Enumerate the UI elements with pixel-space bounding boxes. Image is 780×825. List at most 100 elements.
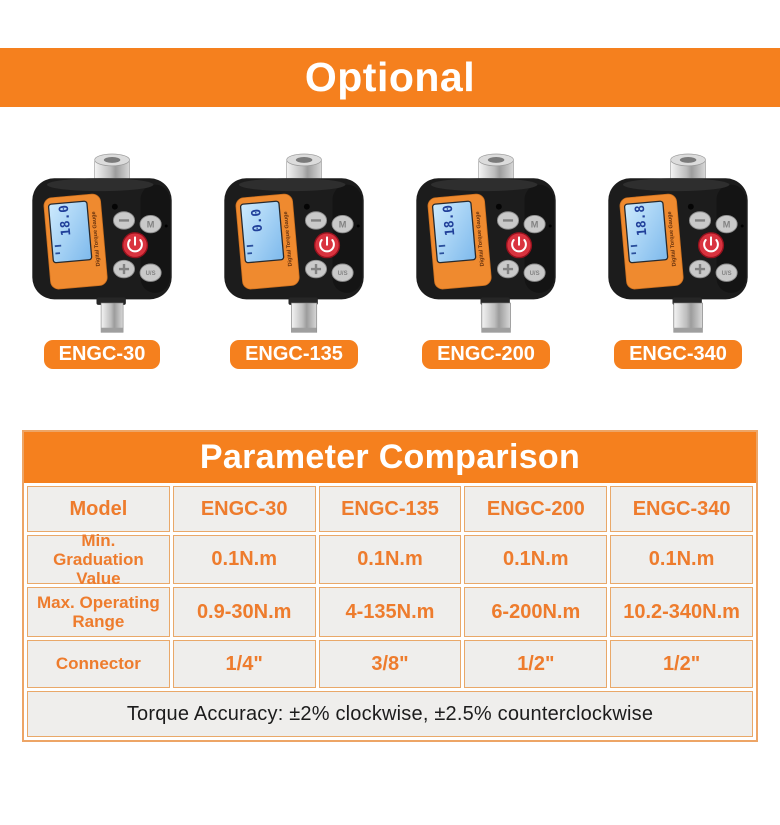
front-panel: 18.8 Digital Torque Gauge [619,193,684,290]
power-button [697,232,725,259]
plus-button [305,259,328,279]
row-label-connector: Connector [27,640,170,688]
product-badge: ENGC-200 [422,340,550,369]
unit-button-label: U/S [146,271,156,277]
plus-icon [694,264,706,275]
torque-adapter-image: 18.0 Digital Torque Gauge M [32,153,172,333]
plus-button [113,259,136,279]
torque-accuracy-note: Torque Accuracy: ±2% clockwise, ±2.5% co… [27,691,753,737]
product-image-slot: 18.8 Digital Torque Gauge M [594,148,762,336]
torque-adapter-image: 0.0 Digital Torque Gauge M [224,153,364,333]
table-grid: Model ENGC-30 ENGC-135 ENGC-200 ENGC-340… [24,483,756,740]
plus-button [689,259,712,279]
unit-button: U/S [715,263,738,282]
panel-label: Digital Torque Gauge [91,211,102,267]
product-image-slot: 18.0 Digital Torque Gauge M [18,148,186,336]
product-row: 18.0 Digital Torque Gauge M [0,148,780,369]
product-image-slot: 0.0 Digital Torque Gauge M [210,148,378,336]
sensor-dot [111,203,118,210]
memory-button-label: M [339,219,347,229]
square-drive [288,297,318,333]
table-cell: 10.2-340N.m [610,587,753,637]
top-socket [670,153,706,182]
unit-button: U/S [331,263,354,282]
table-title: Parameter Comparison [24,432,756,483]
table-cell: 1/2" [464,640,608,688]
minus-button [305,211,328,230]
product-engc-30: 18.0 Digital Torque Gauge M [10,148,194,369]
torque-adapter-image: 18.0 Digital Torque Gauge M [416,153,556,333]
power-icon [703,236,719,253]
minus-button [689,211,712,230]
memory-button-label: M [147,219,155,229]
plus-icon [310,264,322,275]
lcd-tick [54,244,62,248]
lcd-tick [630,244,638,248]
unit-button-label: U/S [722,271,732,277]
lcd-tick [631,252,637,255]
column-header-engc-340: ENGC-340 [610,486,753,532]
lcd-value: 0.0 [249,208,266,232]
plus-icon [118,264,130,275]
plus-icon [502,264,514,275]
product-engc-200: 18.0 Digital Torque Gauge M [394,148,578,369]
unit-button: U/S [523,263,546,282]
column-header-model: Model [27,486,170,532]
plus-button [497,259,520,279]
power-button [505,232,533,259]
top-socket [94,153,130,182]
product-badge: ENGC-135 [230,340,358,369]
power-icon [319,236,335,253]
product-engc-135: 0.0 Digital Torque Gauge M [202,148,386,369]
memory-button: M [715,214,738,234]
lcd-value: 18.8 [633,204,651,236]
lcd-screen [239,200,285,264]
torque-adapter-image: 18.8 Digital Torque Gauge M [608,153,748,333]
power-icon [127,236,143,253]
table-cell: 0.9-30N.m [172,587,316,637]
power-button [121,232,149,259]
product-badge: ENGC-340 [614,340,742,369]
column-header-engc-135: ENGC-135 [318,486,462,532]
lcd-tick [246,244,254,248]
table-cell: 1/2" [610,640,753,688]
sensor-dot [495,203,502,210]
table-cell: 3/8" [318,640,462,688]
column-header-engc-30: ENGC-30 [172,486,316,532]
lcd-value: 18.0 [57,204,75,236]
optional-banner: Optional [0,48,780,107]
front-panel: 0.0 Digital Torque Gauge [235,193,300,290]
lcd-screen [431,200,477,264]
table-cell: 6-200N.m [464,587,608,637]
power-button [313,232,341,259]
minus-button [497,211,520,230]
lcd-screen [47,200,93,264]
front-panel: 18.0 Digital Torque Gauge [427,193,492,290]
sensor-dot [687,203,694,210]
product-badge: ENGC-30 [43,340,161,369]
power-icon [511,236,527,253]
square-drive [480,297,511,333]
memory-button: M [523,214,546,234]
unit-button: U/S [139,263,162,282]
table-cell: 0.1N.m [172,535,316,584]
table-cell: 0.1N.m [610,535,753,584]
table-cell: 1/4" [172,640,316,688]
unit-button-label: U/S [338,271,348,277]
lcd-tick [439,252,445,255]
row-label-max-operating: Max. Operating Range [27,587,170,637]
front-panel: 18.0 Digital Torque Gauge [43,193,108,290]
lcd-screen [623,200,669,264]
square-drive [96,297,126,333]
table-cell: 4-135N.m [318,587,462,637]
lcd-tick [438,244,446,248]
table-cell: 0.1N.m [464,535,608,584]
top-socket [286,153,322,182]
sensor-dot [303,203,310,210]
memory-button: M [139,214,162,234]
product-image-slot: 18.0 Digital Torque Gauge M [402,148,570,336]
lcd-tick [247,252,253,255]
parameter-table: Parameter Comparison Model ENGC-30 ENGC-… [22,430,758,742]
memory-button-label: M [531,219,539,229]
